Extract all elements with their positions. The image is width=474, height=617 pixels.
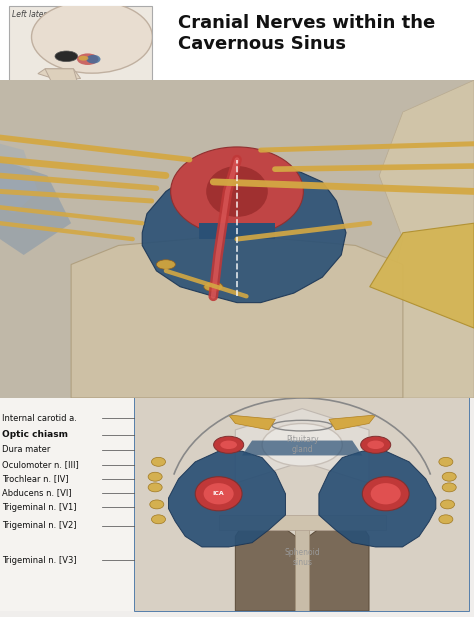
Text: Dura mater: Dura mater <box>2 445 51 454</box>
Text: Pituitary
gland: Pituitary gland <box>286 435 319 455</box>
Text: Sup. orbital
fissure: Sup. orbital fissure <box>100 147 148 167</box>
Text: Cranial Nerves: Cranial Nerves <box>192 107 259 116</box>
Text: Trigeminal
n. [V3]: Trigeminal n. [V3] <box>175 260 219 280</box>
Text: Cavernous Sinus: Cavernous Sinus <box>192 84 267 93</box>
Text: Trigeminal n. [V1]: Trigeminal n. [V1] <box>2 503 77 511</box>
Text: Trigeminal
n. [cut]: Trigeminal n. [cut] <box>343 222 387 241</box>
Text: Pituitary
gland: Pituitary gland <box>246 91 281 110</box>
Text: Trigeminal
n. [V2]: Trigeminal n. [V2] <box>78 220 121 240</box>
Ellipse shape <box>214 436 244 453</box>
Bar <box>0 89 474 197</box>
Text: Trochlear n. [IV]: Trochlear n. [IV] <box>2 474 69 483</box>
Polygon shape <box>242 441 362 455</box>
FancyBboxPatch shape <box>178 107 188 117</box>
Text: Petroling lig.: Petroling lig. <box>227 244 280 252</box>
Text: Optic
chiasm: Optic chiasm <box>203 94 242 115</box>
Polygon shape <box>0 160 71 255</box>
FancyBboxPatch shape <box>178 83 188 94</box>
Polygon shape <box>45 69 78 83</box>
Ellipse shape <box>171 147 303 236</box>
Text: Petrosphen
lig.: Petrosphen lig. <box>389 146 436 165</box>
FancyBboxPatch shape <box>9 6 152 83</box>
Text: Trigeminal n. [V3]: Trigeminal n. [V3] <box>2 556 77 565</box>
Polygon shape <box>135 398 469 611</box>
Polygon shape <box>295 526 309 611</box>
Ellipse shape <box>371 483 401 505</box>
Polygon shape <box>235 408 369 483</box>
Ellipse shape <box>152 515 165 524</box>
Polygon shape <box>38 69 81 80</box>
Text: Trigeminal n. [V2]: Trigeminal n. [V2] <box>2 521 77 530</box>
Ellipse shape <box>86 55 100 64</box>
Text: Clinoid
process: Clinoid process <box>124 100 156 119</box>
Bar <box>0 0 474 89</box>
Text: Sphenoid
sinus: Sphenoid sinus <box>284 548 320 567</box>
Polygon shape <box>0 144 38 213</box>
Polygon shape <box>168 451 285 547</box>
Text: © 2019: © 2019 <box>14 326 38 331</box>
Text: Cranial Nerves within the
Cavernous Sinus: Cranial Nerves within the Cavernous Sinu… <box>178 14 435 53</box>
Ellipse shape <box>204 282 223 291</box>
Ellipse shape <box>148 472 162 481</box>
Polygon shape <box>71 233 403 398</box>
Ellipse shape <box>206 166 268 217</box>
Ellipse shape <box>262 423 342 466</box>
Text: Optic
canal: Optic canal <box>81 100 104 119</box>
Ellipse shape <box>204 483 234 505</box>
Ellipse shape <box>367 441 384 449</box>
Polygon shape <box>142 160 346 303</box>
Ellipse shape <box>148 483 162 492</box>
Polygon shape <box>235 521 295 611</box>
Ellipse shape <box>220 441 237 449</box>
Text: Sagittal cut
left lateral view: Sagittal cut left lateral view <box>14 365 80 384</box>
Text: ICA: ICA <box>177 96 191 105</box>
Text: Abducens
n. [VI]: Abducens n. [VI] <box>285 220 327 239</box>
Polygon shape <box>228 415 275 430</box>
Ellipse shape <box>156 260 175 269</box>
Text: Oculomoter n. [III]: Oculomoter n. [III] <box>2 460 79 469</box>
Ellipse shape <box>55 51 78 62</box>
Polygon shape <box>329 415 376 430</box>
Text: Abducens n. [VI]: Abducens n. [VI] <box>2 489 72 497</box>
Polygon shape <box>309 521 369 611</box>
Text: Trochlear
n. [IV]: Trochlear n. [IV] <box>365 94 403 113</box>
Ellipse shape <box>150 500 164 509</box>
Text: Coronal Section: Coronal Section <box>392 402 464 411</box>
Ellipse shape <box>32 1 153 73</box>
Polygon shape <box>370 223 474 328</box>
Text: Sphenoid bone: Sphenoid bone <box>302 259 380 269</box>
Ellipse shape <box>362 477 409 511</box>
Text: Cavernous
Sinus: Cavernous Sinus <box>127 248 172 268</box>
FancyBboxPatch shape <box>178 130 188 141</box>
Polygon shape <box>199 223 275 239</box>
Text: Trigeminal
n. [V1]: Trigeminal n. [V1] <box>14 209 57 228</box>
Ellipse shape <box>439 515 453 524</box>
Ellipse shape <box>152 457 165 466</box>
Polygon shape <box>0 80 474 398</box>
Ellipse shape <box>195 477 242 511</box>
Text: ICA: ICA <box>213 491 225 496</box>
Polygon shape <box>219 515 386 530</box>
Ellipse shape <box>77 54 99 65</box>
Ellipse shape <box>79 56 89 60</box>
Text: Left lateral view: Left lateral view <box>12 10 73 19</box>
Text: Internal carotid a.: Internal carotid a. <box>2 414 77 423</box>
Ellipse shape <box>361 436 391 453</box>
Ellipse shape <box>439 457 453 466</box>
Ellipse shape <box>442 472 456 481</box>
Text: Oculomoter
n. [III]: Oculomoter n. [III] <box>291 91 340 110</box>
Polygon shape <box>319 451 436 547</box>
Text: Internal Carotid Artery (ICA): Internal Carotid Artery (ICA) <box>192 131 319 139</box>
Bar <box>0 398 135 611</box>
Ellipse shape <box>442 483 456 492</box>
FancyBboxPatch shape <box>135 398 469 611</box>
Text: Optic chiasm: Optic chiasm <box>2 431 68 439</box>
Ellipse shape <box>440 500 455 509</box>
Polygon shape <box>370 80 474 398</box>
